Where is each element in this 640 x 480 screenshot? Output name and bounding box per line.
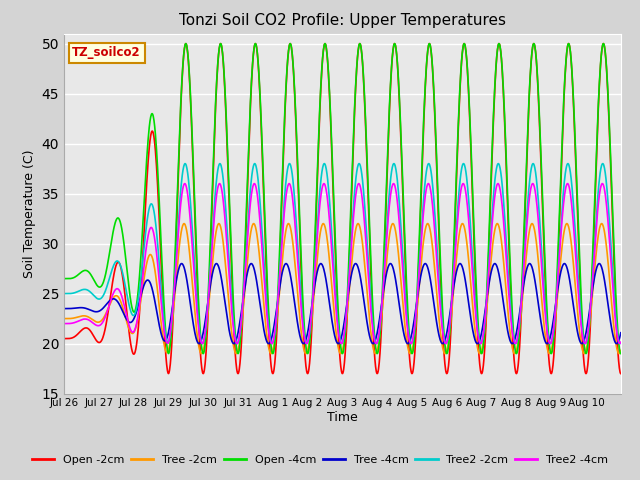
Tree -2cm — [147, 252, 155, 258]
Tree -4cm — [617, 330, 625, 336]
Line: Tree2 -4cm: Tree2 -4cm — [64, 184, 621, 344]
Tree2 -4cm — [181, 181, 189, 187]
Tree -2cm — [60, 316, 68, 322]
Open -4cm — [610, 245, 618, 251]
Tree2 -2cm — [599, 161, 607, 167]
Tree -2cm — [180, 221, 188, 227]
X-axis label: Time: Time — [327, 411, 358, 424]
Tree -4cm — [334, 341, 342, 347]
Open -2cm — [474, 328, 481, 334]
Tree -2cm — [474, 348, 482, 354]
Tree2 -4cm — [610, 300, 618, 306]
Line: Open -2cm: Open -2cm — [64, 44, 621, 373]
Line: Tree -2cm: Tree -2cm — [64, 224, 621, 354]
Tree2 -2cm — [328, 230, 335, 236]
Tree -2cm — [556, 266, 564, 272]
Tree2 -4cm — [616, 341, 623, 347]
Y-axis label: Soil Temperature (C): Soil Temperature (C) — [23, 149, 36, 278]
Tree -2cm — [198, 351, 205, 357]
Tree2 -4cm — [317, 188, 325, 194]
Tree2 -4cm — [474, 332, 482, 337]
Open -4cm — [474, 311, 481, 316]
Tree2 -4cm — [617, 339, 625, 345]
Tree2 -2cm — [617, 340, 625, 346]
Open -4cm — [328, 141, 335, 147]
Tree -2cm — [328, 291, 336, 297]
Tree2 -2cm — [616, 341, 624, 347]
Open -4cm — [60, 276, 68, 281]
Tree2 -2cm — [474, 324, 481, 330]
Open -2cm — [60, 336, 68, 341]
Tree -4cm — [60, 306, 68, 312]
Tree -4cm — [328, 318, 336, 324]
Tree -2cm — [611, 328, 618, 334]
Open -4cm — [617, 351, 625, 357]
Tree -4cm — [611, 337, 618, 343]
Open -4cm — [317, 76, 325, 82]
Tree -4cm — [474, 340, 482, 346]
Legend: Open -2cm, Tree -2cm, Open -4cm, Tree -4cm, Tree2 -2cm, Tree2 -4cm: Open -2cm, Tree -2cm, Open -4cm, Tree -4… — [28, 451, 612, 469]
Open -2cm — [610, 259, 618, 264]
Open -2cm — [617, 371, 625, 376]
Open -2cm — [328, 147, 335, 153]
Tree2 -4cm — [60, 321, 68, 326]
Tree2 -4cm — [556, 252, 563, 257]
Tree2 -2cm — [147, 201, 155, 207]
Open -2cm — [147, 131, 155, 137]
Tree2 -4cm — [328, 252, 336, 258]
Tree2 -4cm — [147, 225, 155, 230]
Tree -4cm — [317, 261, 324, 266]
Tree -2cm — [617, 348, 625, 353]
Tree -2cm — [318, 223, 326, 228]
Line: Tree -4cm: Tree -4cm — [64, 264, 621, 344]
Title: Tonzi Soil CO2 Profile: Upper Temperatures: Tonzi Soil CO2 Profile: Upper Temperatur… — [179, 13, 506, 28]
Tree2 -2cm — [556, 252, 563, 258]
Open -2cm — [556, 228, 563, 234]
Open -2cm — [317, 78, 325, 84]
Tree2 -2cm — [60, 291, 68, 297]
Open -4cm — [556, 217, 563, 223]
Open -2cm — [600, 41, 607, 47]
Open -4cm — [147, 112, 155, 118]
Tree -4cm — [317, 261, 325, 267]
Line: Open -4cm: Open -4cm — [64, 44, 621, 354]
Tree -4cm — [147, 282, 155, 288]
Tree2 -2cm — [610, 290, 618, 296]
Line: Tree2 -2cm: Tree2 -2cm — [64, 164, 621, 344]
Text: TZ_soilco2: TZ_soilco2 — [72, 46, 141, 59]
Open -4cm — [600, 41, 607, 47]
Tree -4cm — [556, 274, 564, 279]
Tree2 -2cm — [317, 175, 325, 180]
